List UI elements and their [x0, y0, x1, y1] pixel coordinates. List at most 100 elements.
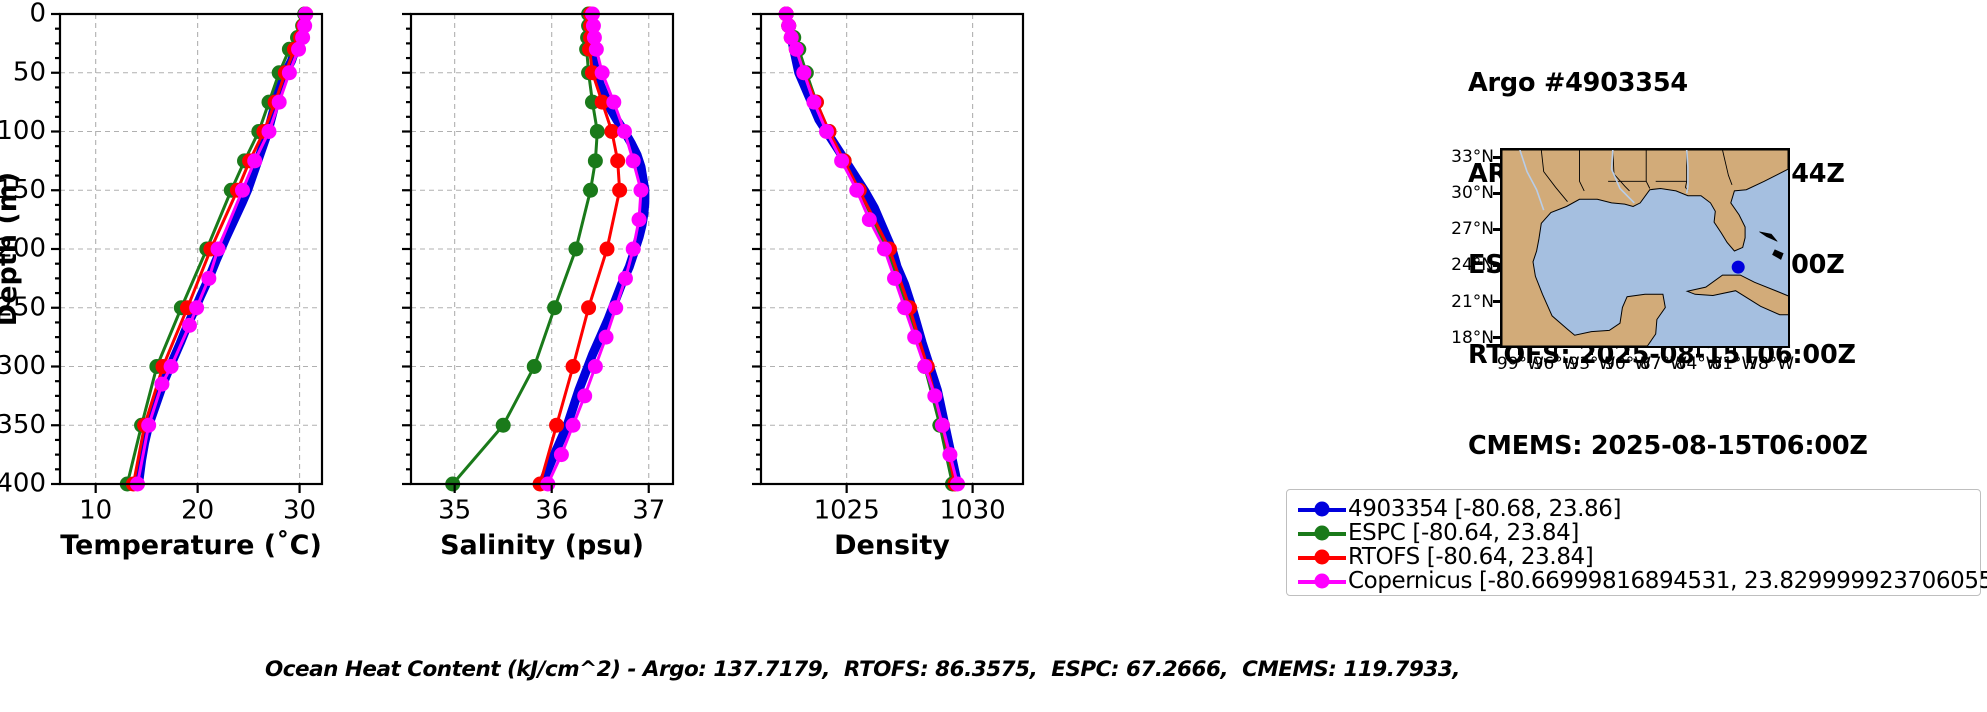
marker-copernicus [617, 270, 633, 286]
map-lat-label: 27°N [1451, 219, 1494, 240]
marker-rtofs [610, 153, 626, 169]
marker-copernicus [806, 94, 822, 110]
marker-copernicus [163, 359, 179, 374]
map-lon-tick [1518, 347, 1522, 355]
map-river [1610, 150, 1635, 204]
legend-swatch-rtofs [1296, 547, 1348, 567]
map-lon-label: 99°W [1496, 354, 1544, 374]
x-tick-label: 36 [535, 495, 568, 525]
legend-dot [1314, 501, 1330, 517]
map-lat-label: 33°N [1451, 147, 1494, 168]
map-lat-tick [1493, 336, 1501, 340]
x-axis-title: Density [834, 530, 950, 561]
legend-item-espc[interactable]: ESPC [-80.64, 23.84] [1296, 520, 1971, 546]
marker-copernicus [861, 212, 877, 228]
marker-copernicus [849, 182, 865, 198]
marker-copernicus [606, 94, 622, 110]
map-river [1519, 150, 1545, 211]
marker-copernicus [281, 65, 297, 81]
map-state-border [1722, 150, 1733, 186]
info-line-title: Argo #4903354 [1468, 68, 1688, 99]
info-line-cmems: CMEMS: 2025-08-15T06:00Z [1468, 430, 1868, 461]
marker-espc [568, 241, 584, 257]
axes: 0 50 100 150 200 250 300 350 400 10 20 30 [0, 0, 324, 525]
marker-copernicus [876, 241, 892, 257]
marker-copernicus [631, 212, 647, 228]
x-axis-title: Salinity (psu) [440, 530, 644, 561]
series-legend: 4903354 [-80.68, 23.86] ESPC [-80.64, 23… [1286, 489, 1987, 596]
map-lat-tick [1493, 191, 1501, 195]
marker-copernicus [586, 30, 602, 45]
legend-swatch-copernicus [1296, 571, 1348, 591]
marker-copernicus [625, 153, 641, 169]
x-tick-label: 37 [632, 495, 665, 525]
map-land-mainland [1502, 150, 1788, 346]
marker-copernicus [887, 270, 903, 286]
marker-copernicus [261, 124, 277, 139]
marker-copernicus [553, 447, 569, 463]
map-lon-label: 78°W [1747, 354, 1795, 374]
marker-copernicus [788, 41, 804, 57]
map-land-cuba [1685, 274, 1788, 316]
map-lon-label: 93°W [1568, 354, 1616, 374]
x-axis-title: Temperature (˚C) [60, 530, 322, 561]
marker-copernicus [927, 388, 943, 404]
marker-copernicus [625, 241, 641, 257]
ocean-heat-content-caption: Ocean Heat Content (kJ/cm^2) - Argo: 137… [265, 657, 1460, 682]
location-map: 33°N 30°N 27°N 24°N 21°N 18°N 99°W 96°W 93°W 90°W… [1443, 140, 1843, 375]
marker-copernicus [796, 65, 812, 81]
chart-salinity-psu-: 35 36 37 Salinity (psu) [402, 6, 675, 561]
marker-copernicus [598, 329, 614, 345]
x-tick-label: 35 [438, 495, 471, 525]
map-lon-tick [1554, 347, 1558, 355]
map-lon-label: 81°W [1711, 354, 1759, 374]
marker-copernicus [587, 359, 603, 374]
marker-copernicus [201, 270, 217, 286]
legend-swatch-argo [1296, 499, 1348, 519]
marker-copernicus [577, 388, 593, 404]
legend-dot [1314, 549, 1330, 565]
y-tick-label: 400 [0, 469, 46, 499]
marker-copernicus [819, 124, 834, 139]
chart-temperature-c-: 0 50 100 150 200 250 300 350 400 10 20 30 Temperatur… [0, 0, 324, 561]
marker-copernicus [783, 30, 799, 45]
marker-espc [526, 359, 542, 374]
marker-espc [547, 300, 563, 316]
y-tick-label: 100 [0, 116, 46, 146]
map-lat-tick [1493, 300, 1501, 303]
marker-copernicus [565, 417, 581, 433]
marker-copernicus [588, 41, 604, 57]
y-tick-label: 250 [0, 292, 46, 322]
marker-copernicus [297, 18, 313, 34]
marker-copernicus [907, 329, 923, 345]
marker-rtofs [594, 94, 610, 110]
marker-copernicus [897, 300, 913, 316]
marker-rtofs [565, 359, 581, 374]
map-land-bahamas-2 [1772, 249, 1784, 260]
y-tick-label: 350 [0, 410, 46, 440]
x-tick-label: 1025 [814, 495, 880, 525]
marker-copernicus [917, 359, 933, 374]
axes: 35 36 37 [402, 12, 675, 525]
marker-copernicus [189, 300, 205, 316]
map-lon-tick [1661, 347, 1665, 355]
marker-copernicus [234, 182, 250, 198]
legend-item-copernicus[interactable]: Copernicus [-80.66999816894531, 23.82999… [1296, 568, 1987, 594]
marker-copernicus [247, 153, 263, 169]
marker-rtofs [604, 124, 620, 139]
legend-item-argo[interactable]: 4903354 [-80.68, 23.86] [1296, 496, 1971, 522]
marker-copernicus [608, 300, 624, 316]
marker-rtofs [549, 417, 565, 433]
map-canvas [1502, 150, 1788, 346]
legend-item-rtofs[interactable]: RTOFS [-80.64, 23.84] [1296, 544, 1971, 570]
map-state-border [1579, 150, 1585, 192]
map-lon-tick [1589, 347, 1593, 355]
map-lat-tick [1493, 263, 1501, 267]
map-lon-tick [1625, 347, 1629, 355]
series-group [119, 6, 314, 492]
legend-label-rtofs: RTOFS [-80.64, 23.84] [1348, 544, 1594, 570]
marker-copernicus [210, 241, 226, 257]
x-tick-label: 1030 [940, 495, 1006, 525]
marker-copernicus [271, 94, 287, 110]
map-lon-label: 84°W [1675, 354, 1723, 374]
